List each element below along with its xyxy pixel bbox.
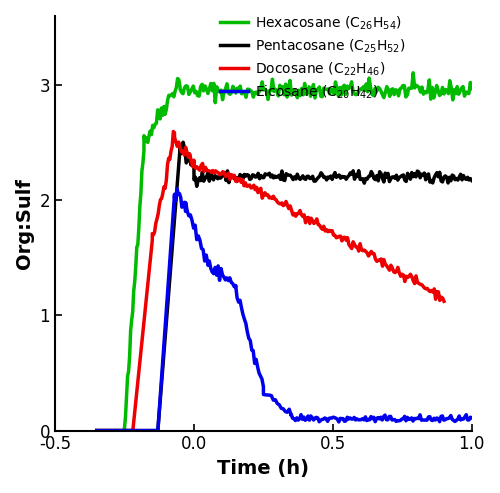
Hexacosane (C$_{26}$H$_{54}$) — [150, 122, 156, 128]
Hexacosane (C$_{26}$H$_{54}$) — [249, 89, 255, 95]
Docosane (C$_{22}$H$_{46}$) — [334, 234, 340, 240]
Hexacosane (C$_{26}$H$_{54}$) — [410, 70, 416, 76]
Line: Pentacosane (C$_{25}$H$_{52}$): Pentacosane (C$_{25}$H$_{52}$) — [96, 142, 472, 430]
Eicosane (C$_{20}$H$_{42}$) — [291, 416, 297, 422]
Eicosane (C$_{20}$H$_{42}$) — [94, 427, 100, 433]
Pentacosane (C$_{25}$H$_{52}$) — [456, 174, 462, 180]
Hexacosane (C$_{26}$H$_{54}$) — [248, 88, 254, 94]
Y-axis label: Org:Sulf: Org:Sulf — [15, 177, 34, 269]
Hexacosane (C$_{26}$H$_{54}$) — [452, 91, 458, 97]
Docosane (C$_{22}$H$_{46}$) — [170, 129, 176, 135]
Legend: Hexacosane (C$_{26}$H$_{54}$), Pentacosane (C$_{25}$H$_{52}$), Docosane (C$_{22}: Hexacosane (C$_{26}$H$_{54}$), Pentacosa… — [220, 14, 406, 101]
Pentacosane (C$_{25}$H$_{52}$) — [178, 143, 184, 149]
Eicosane (C$_{20}$H$_{42}$) — [242, 316, 248, 322]
Hexacosane (C$_{26}$H$_{54}$) — [94, 427, 100, 433]
Line: Eicosane (C$_{20}$H$_{42}$): Eicosane (C$_{20}$H$_{42}$) — [96, 189, 472, 430]
Docosane (C$_{22}$H$_{46}$) — [94, 427, 100, 433]
Docosane (C$_{22}$H$_{46}$) — [296, 211, 302, 216]
Eicosane (C$_{20}$H$_{42}$) — [227, 275, 233, 281]
Pentacosane (C$_{25}$H$_{52}$) — [469, 177, 475, 183]
Docosane (C$_{22}$H$_{46}$) — [156, 203, 162, 209]
Hexacosane (C$_{26}$H$_{54}$) — [142, 139, 148, 144]
Docosane (C$_{22}$H$_{46}$) — [234, 178, 240, 184]
Eicosane (C$_{20}$H$_{42}$) — [174, 186, 180, 192]
Line: Docosane (C$_{22}$H$_{46}$): Docosane (C$_{22}$H$_{46}$) — [96, 132, 444, 430]
Eicosane (C$_{20}$H$_{42}$) — [152, 427, 158, 433]
Hexacosane (C$_{26}$H$_{54}$) — [396, 93, 402, 99]
Docosane (C$_{22}$H$_{46}$) — [441, 298, 447, 304]
Eicosane (C$_{20}$H$_{42}$) — [469, 415, 475, 421]
Line: Hexacosane (C$_{26}$H$_{54}$): Hexacosane (C$_{26}$H$_{54}$) — [96, 73, 472, 430]
Pentacosane (C$_{25}$H$_{52}$) — [262, 171, 268, 177]
Pentacosane (C$_{25}$H$_{52}$) — [362, 176, 368, 181]
Pentacosane (C$_{25}$H$_{52}$) — [324, 177, 330, 183]
Pentacosane (C$_{25}$H$_{52}$) — [180, 140, 186, 145]
Hexacosane (C$_{26}$H$_{54}$) — [469, 86, 475, 92]
Eicosane (C$_{20}$H$_{42}$) — [170, 208, 176, 214]
Docosane (C$_{22}$H$_{46}$) — [238, 179, 244, 185]
Docosane (C$_{22}$H$_{46}$) — [428, 287, 434, 293]
X-axis label: Time (h): Time (h) — [218, 459, 310, 478]
Pentacosane (C$_{25}$H$_{52}$) — [266, 170, 272, 176]
Eicosane (C$_{20}$H$_{42}$) — [298, 412, 304, 418]
Pentacosane (C$_{25}$H$_{52}$) — [94, 427, 100, 433]
